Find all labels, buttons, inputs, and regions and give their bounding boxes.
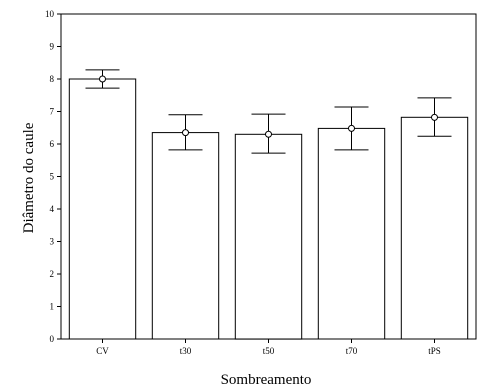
y-tick-label: 5 [50,172,55,182]
y-tick-label: 6 [50,139,55,149]
ticks-layer: 0 1 2 3 4 5 6 7 8 9 10 CV t30 t50 t70 tPS [45,9,441,356]
mean-marker-tps [431,113,438,121]
y-axis-title: Diâmetro do caule [21,122,37,233]
y-tick-label: 8 [50,74,55,84]
error-bar-t50 [251,113,286,154]
x-axis-title: Sombreamento [221,372,312,387]
y-tick-label: 3 [50,237,55,247]
mean-marker-t30 [182,129,189,137]
x-tick-label-cv: CV [96,346,109,356]
x-tick-label-t50: t50 [263,346,275,356]
y-tick-label: 2 [50,269,55,279]
mean-marker-t50 [265,130,272,138]
bar-t30 [151,132,220,340]
x-tick-label-t30: t30 [180,346,192,356]
y-tick-label: 7 [50,107,55,117]
bar-tps [400,116,469,340]
error-bar-t70 [334,106,369,151]
x-tick-label-tps: tPS [428,346,441,356]
error-bar-cv [85,69,120,89]
y-tick-label: 10 [45,9,55,19]
mean-marker-t70 [348,124,355,132]
x-tick-label-t70: t70 [346,346,358,356]
y-tick-label: 1 [50,302,55,312]
y-tick-label: 0 [50,334,55,344]
error-bar-t30 [168,114,203,151]
y-tick-label: 9 [50,42,55,52]
bar-t70 [317,127,386,340]
error-bar-tps [417,97,452,137]
y-tick-label: 4 [50,204,55,214]
bar-t50 [234,133,303,340]
mean-marker-cv [99,75,106,83]
bar-cv [68,78,137,340]
error-bars-layer [85,69,452,154]
